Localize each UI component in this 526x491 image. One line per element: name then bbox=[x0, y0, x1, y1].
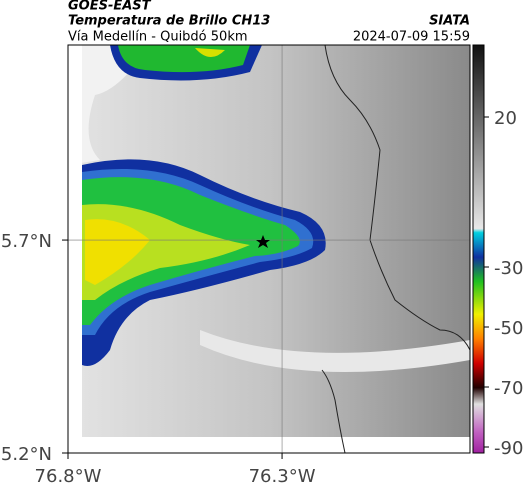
colorbar-tick-label: -30 bbox=[494, 258, 523, 279]
colorbar bbox=[472, 44, 485, 454]
header-org: SIATA bbox=[429, 14, 470, 29]
colorbar-tick-label: -50 bbox=[494, 318, 523, 339]
header-source: GOES-EAST bbox=[68, 0, 152, 14]
colorbar-tick-label: -90 bbox=[494, 438, 523, 459]
satellite-image bbox=[68, 45, 470, 453]
colorbar-tick-label: 20 bbox=[494, 108, 517, 129]
location-marker bbox=[256, 235, 270, 248]
header-title: Temperatura de Brillo CH13 bbox=[68, 14, 270, 29]
lon-tick-label: 76.8°W bbox=[35, 466, 102, 487]
colorbar-tick-label: -70 bbox=[494, 378, 523, 399]
header-subtitle: Vía Medellín - Quibdó 50km bbox=[68, 30, 248, 45]
lon-tick-label: 76.3°W bbox=[249, 466, 316, 487]
lat-tick-label: 5.2°N bbox=[1, 444, 52, 465]
header-timestamp: 2024-07-09 15:59 bbox=[353, 30, 470, 45]
map-frame bbox=[67, 44, 471, 454]
lat-tick-label: 5.7°N bbox=[1, 231, 52, 252]
